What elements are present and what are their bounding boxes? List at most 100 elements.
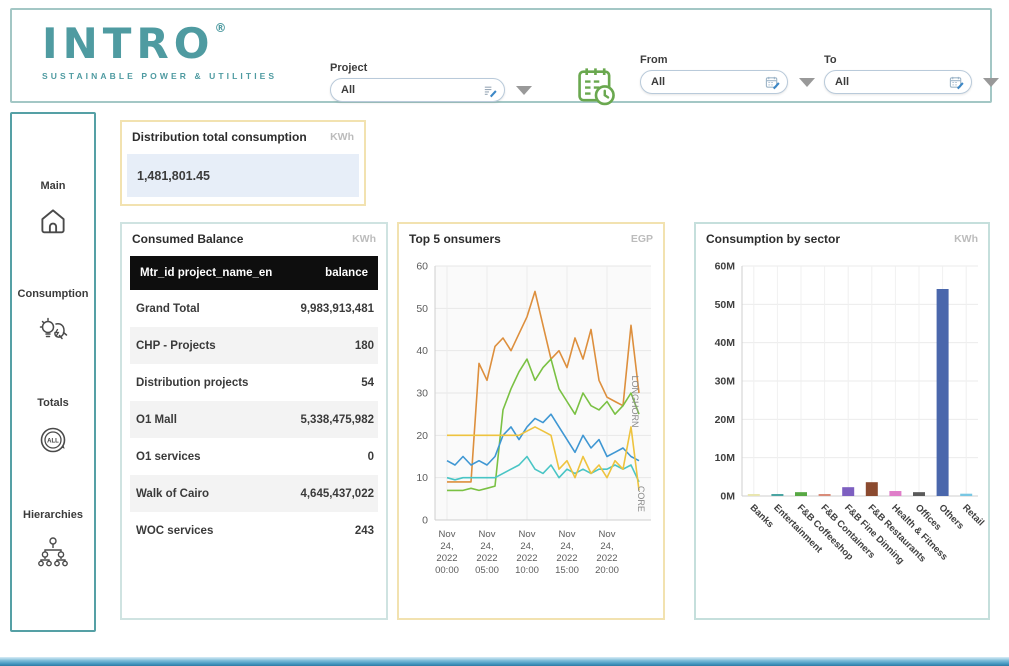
bar[interactable] [747,494,760,496]
kpi-title: Distribution total consumption [132,130,307,144]
project-filter-label: Project [330,62,368,74]
line-series[interactable] [447,290,640,483]
sector-card-unit: KWh [954,233,978,245]
bar[interactable] [795,492,807,496]
series-end-label: LONGHORN [630,375,640,427]
y-tick-label: 30 [416,388,428,400]
bar[interactable] [960,493,973,496]
to-chevron-down-icon[interactable] [983,78,999,87]
y-tick-label: 30M [715,376,736,388]
x-tick-label: Nov 24, 2022 05:00 [475,529,499,576]
sidebar-item-main[interactable]: Main [38,180,68,235]
balance-table-header: Mtr_id project_name_en balance [130,256,378,290]
to-filter-label: To [824,54,837,66]
sidebar-item-totals[interactable]: Totals ALL [37,397,69,456]
project-dropdown-value: All [341,84,356,96]
bar[interactable] [889,491,902,496]
from-filter-group: From All [640,54,815,94]
project-name-cell: Walk of Cairo [136,487,210,500]
bar[interactable] [842,487,855,496]
y-tick-label: 10 [416,472,428,484]
y-tick-label: 40 [416,345,428,357]
table-row[interactable]: Grand Total 9,983,913,481 [130,290,378,327]
bar[interactable] [936,289,949,496]
sidebar-item-label: Consumption [17,287,89,300]
project-name-cell: CHP - Projects [136,339,216,352]
window-bottom-bar [0,657,1009,666]
line-series[interactable] [447,426,640,491]
table-row[interactable]: WOC services 243 [130,512,378,549]
from-chevron-down-icon[interactable] [799,78,815,87]
balance-cell: 4,645,437,022 [300,487,374,500]
project-name-cell: O1 services [136,450,201,463]
bar[interactable] [818,494,831,496]
sidebar-item-consumption[interactable]: Consumption [17,287,89,345]
balance-cell: 54 [361,376,374,389]
column-header-balance: balance [325,267,368,279]
x-category-label: Banks [748,502,776,530]
table-row[interactable]: O1 services 0 [130,438,378,475]
y-tick-label: 20 [416,430,428,442]
table-row[interactable]: O1 Mall 5,338,475,982 [130,401,378,438]
bar[interactable] [865,482,878,496]
kpi-card-distribution-total: Distribution total consumption KWh 1,481… [120,120,366,206]
svg-text:ALL: ALL [47,438,59,444]
line-series[interactable] [446,413,640,466]
top5-card-unit: EGP [630,233,653,245]
registered-mark: ® [214,21,232,35]
kpi-value: 1,481,801.45 [127,154,359,197]
from-filter-label: From [640,54,668,66]
calendar-edit-icon[interactable] [949,75,964,90]
table-row[interactable]: Distribution projects 54 [130,364,378,401]
all-circle-icon[interactable]: ALL [37,424,69,456]
line-series[interactable] [447,358,640,492]
project-chevron-down-icon[interactable] [516,86,532,95]
balance-cell: 180 [354,339,374,352]
series-end-label: CORE [636,486,646,512]
sector-bar-chart[interactable]: 0M10M20M30M40M50M60MBanksEntertainmentF&… [696,254,988,616]
to-filter-group: To All [824,54,999,94]
x-tick-label: Nov 24, 2022 20:00 [595,529,619,576]
x-tick-label: Nov 24, 2022 00:00 [435,529,459,576]
x-tick-label: Nov 24, 2022 10:00 [515,529,539,576]
header: INTRO® SUSTAINABLE POWER & UTILITIES Pro… [10,8,999,106]
x-tick-label: Nov 24, 2022 15:00 [555,529,579,576]
y-tick-label: 40M [715,337,736,349]
sector-card-title: Consumption by sector [706,232,841,246]
calendar-edit-icon[interactable] [765,75,780,90]
y-tick-label: 10M [715,452,736,464]
project-name-cell: Grand Total [136,302,200,315]
to-date-dropdown[interactable]: All [824,70,972,94]
bar[interactable] [913,492,925,496]
top5-line-chart[interactable]: 0 10 20 30 40 50 60 Nov 24, 2022 00:00 Nov 24, 2022 05… [399,254,663,616]
project-dropdown[interactable]: All [330,78,505,102]
project-name-cell: Distribution projects [136,376,249,389]
hierarchy-icon[interactable] [36,536,70,568]
balance-cell: 9,983,913,481 [300,302,374,315]
balance-card-unit: KWh [352,233,376,245]
calendar-clock-icon [574,64,618,110]
y-tick-label: 60 [416,261,428,273]
balance-cell: 0 [367,450,374,463]
logo-text: INTRO® [42,19,277,68]
table-row[interactable]: CHP - Projects 180 [130,327,378,364]
logo: INTRO® SUSTAINABLE POWER & UTILITIES [42,19,278,82]
balance-table-body: Grand Total 9,983,913,481 CHP - Projects 18… [130,290,378,549]
bar[interactable] [771,494,784,496]
home-icon[interactable] [38,207,68,235]
list-edit-icon[interactable] [482,83,497,98]
balance-card-title: Consumed Balance [132,232,244,246]
from-date-dropdown[interactable]: All [640,70,788,94]
project-name-cell: O1 Mall [136,413,177,426]
y-tick-label: 50 [416,303,428,315]
table-row[interactable]: Walk of Cairo 4,645,437,022 [130,475,378,512]
column-header-name: Mtr_id project_name_en [140,267,273,279]
balance-cell: 5,338,475,982 [300,413,374,426]
plug-bulb-icon[interactable] [37,315,69,345]
project-filter-group: Project All [330,62,532,102]
logo-subtitle: SUSTAINABLE POWER & UTILITIES [42,71,278,82]
y-tick-label: 20M [715,414,736,426]
line-series[interactable] [446,455,640,483]
sidebar-item-hierarchies[interactable]: Hierarchies [23,509,83,568]
logo-wordmark: INTRO [42,19,215,68]
